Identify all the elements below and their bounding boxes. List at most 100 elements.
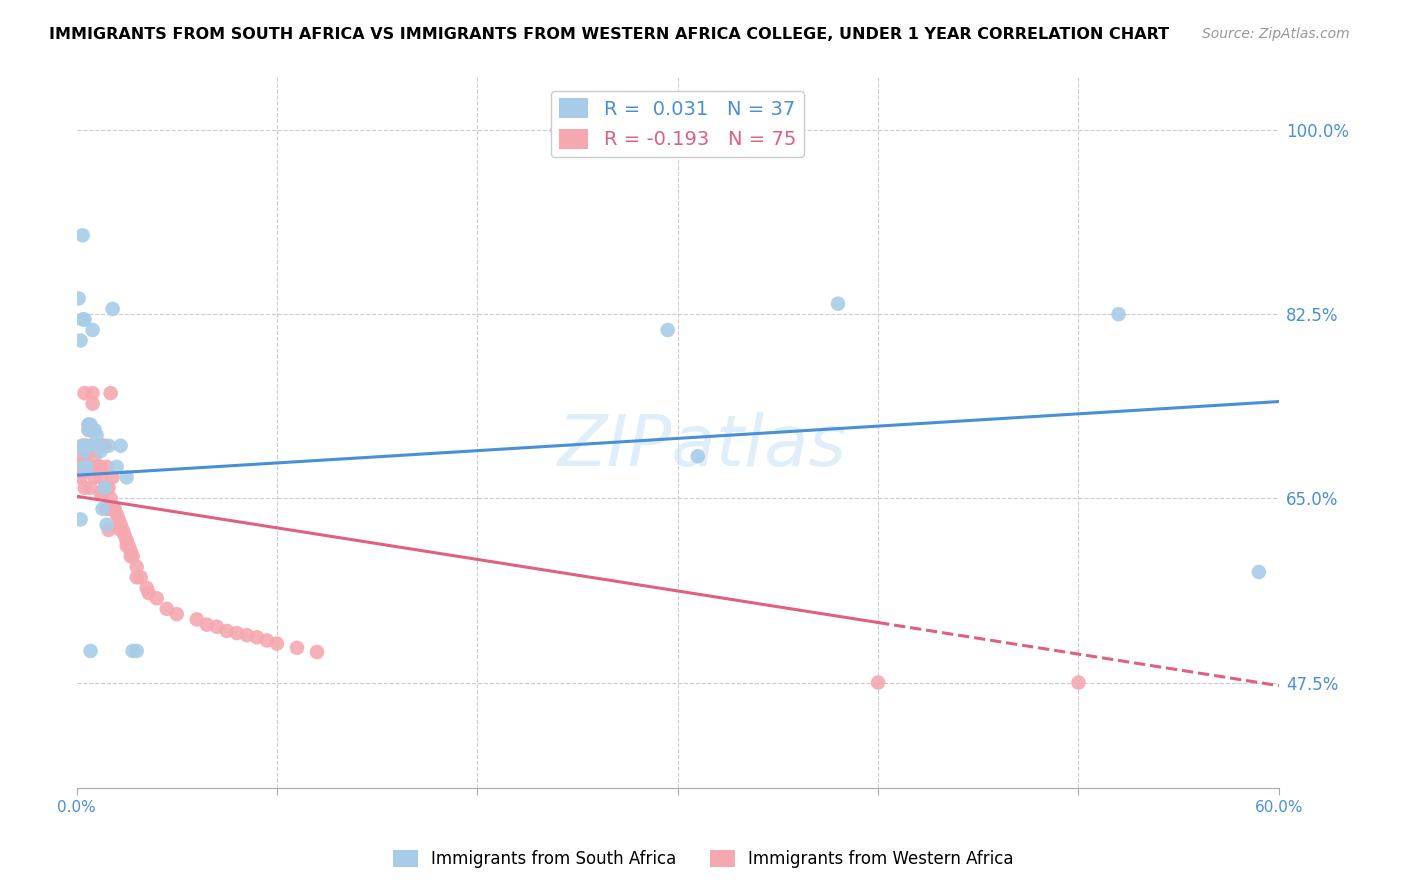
Point: [686, 450, 709, 464]
Point: [547, 123, 569, 137]
Point: [91, 486, 114, 500]
Point: [101, 502, 124, 516]
Point: [120, 544, 142, 558]
Text: IMMIGRANTS FROM SOUTH AFRICA VS IMMIGRANTS FROM WESTERN AFRICA COLLEGE, UNDER 1 : IMMIGRANTS FROM SOUTH AFRICA VS IMMIGRAN…: [49, 27, 1170, 42]
Point: [79, 444, 101, 458]
Point: [1067, 675, 1090, 690]
Point: [111, 523, 134, 537]
Point: [145, 591, 167, 606]
Point: [135, 581, 157, 595]
Point: [79, 417, 101, 432]
Point: [101, 470, 124, 484]
Point: [87, 439, 110, 453]
Point: [79, 439, 101, 453]
Point: [90, 486, 112, 500]
Point: [86, 439, 108, 453]
Point: [138, 586, 160, 600]
Point: [69, 512, 91, 526]
Point: [97, 481, 120, 495]
Point: [76, 439, 98, 453]
Point: [256, 633, 278, 648]
Point: [69, 470, 91, 484]
Point: [77, 423, 100, 437]
Point: [120, 549, 142, 564]
Point: [827, 296, 849, 310]
Legend: Immigrants from South Africa, Immigrants from Western Africa: Immigrants from South Africa, Immigrants…: [387, 843, 1019, 875]
Point: [72, 439, 94, 453]
Point: [101, 301, 124, 316]
Point: [87, 439, 110, 453]
Point: [69, 334, 91, 348]
Point: [121, 644, 143, 658]
Point: [1247, 565, 1270, 579]
Point: [73, 444, 96, 458]
Point: [77, 417, 100, 432]
Point: [205, 620, 228, 634]
Point: [97, 523, 120, 537]
Point: [166, 607, 188, 621]
Point: [73, 459, 96, 474]
Point: [76, 439, 98, 453]
Point: [225, 626, 247, 640]
Point: [67, 292, 90, 306]
Point: [73, 386, 96, 401]
Point: [93, 439, 115, 453]
Point: [77, 444, 100, 458]
Point: [83, 470, 105, 484]
Point: [90, 459, 112, 474]
Point: [97, 502, 120, 516]
Point: [76, 459, 98, 474]
Point: [125, 644, 148, 658]
Point: [91, 502, 114, 516]
Point: [90, 470, 112, 484]
Point: [114, 528, 136, 542]
Point: [100, 386, 122, 401]
Point: [236, 628, 259, 642]
Point: [69, 450, 91, 464]
Point: [73, 481, 96, 495]
Legend: R =  0.031   N = 37, R = -0.193   N = 75: R = 0.031 N = 37, R = -0.193 N = 75: [551, 91, 804, 157]
Point: [87, 459, 110, 474]
Point: [156, 602, 179, 616]
Point: [215, 624, 238, 638]
Point: [1108, 307, 1130, 321]
Point: [82, 397, 104, 411]
Point: [83, 423, 105, 437]
Point: [266, 637, 288, 651]
Point: [73, 312, 96, 326]
Point: [86, 459, 108, 474]
Point: [76, 459, 98, 474]
Point: [110, 439, 132, 453]
Text: Source: ZipAtlas.com: Source: ZipAtlas.com: [1202, 27, 1350, 41]
Text: ZIPatlas: ZIPatlas: [557, 412, 846, 482]
Point: [129, 570, 152, 584]
Point: [115, 533, 138, 548]
Point: [105, 507, 128, 521]
Point: [93, 481, 115, 495]
Point: [115, 539, 138, 553]
Point: [118, 539, 141, 553]
Point: [77, 423, 100, 437]
Point: [104, 502, 127, 516]
Point: [79, 481, 101, 495]
Point: [121, 549, 143, 564]
Point: [105, 459, 128, 474]
Point: [79, 644, 101, 658]
Point: [100, 491, 122, 506]
Point: [305, 645, 328, 659]
Point: [110, 517, 132, 532]
Point: [72, 465, 94, 479]
Point: [110, 523, 132, 537]
Point: [97, 439, 120, 453]
Point: [67, 459, 90, 474]
Point: [93, 481, 115, 495]
Point: [82, 323, 104, 337]
Point: [83, 450, 105, 464]
Point: [91, 439, 114, 453]
Point: [90, 444, 112, 458]
Point: [246, 630, 269, 644]
Point: [96, 517, 118, 532]
Point: [73, 454, 96, 468]
Point: [186, 612, 208, 626]
Point: [125, 559, 148, 574]
